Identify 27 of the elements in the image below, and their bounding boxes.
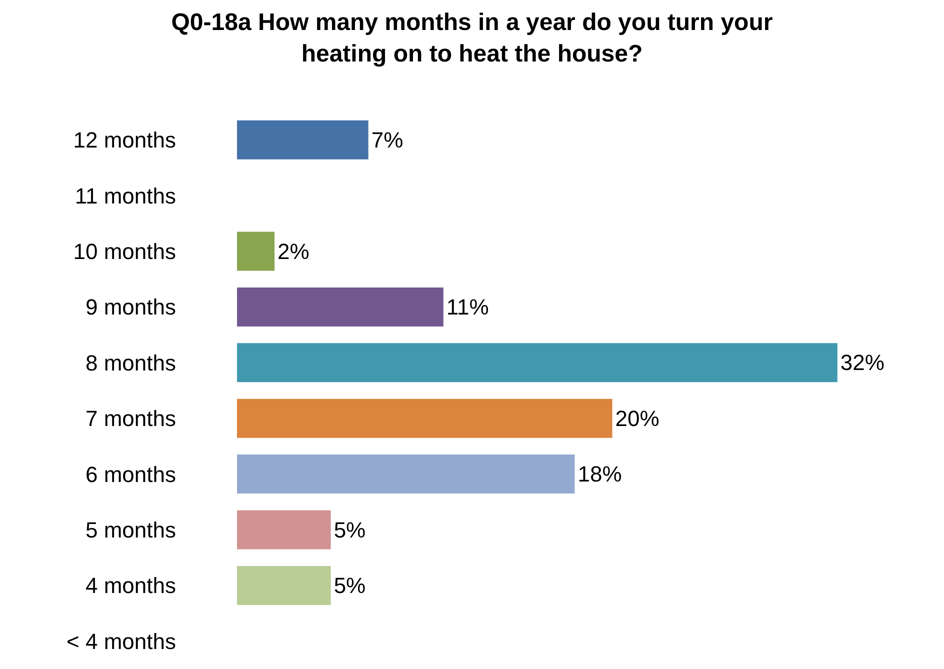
bar [237, 287, 444, 326]
y-tick-label: 12 months [73, 128, 176, 153]
y-tick-label: 9 months [86, 294, 176, 320]
chart-title: Q0-18a How many months in a year do you turn your heating on to heat the house? [171, 9, 773, 68]
bar [237, 232, 275, 271]
bar [237, 120, 368, 160]
bar [237, 398, 612, 438]
y-tick-label: 5 months [86, 517, 176, 542]
y-tick-label: 7 months [86, 406, 176, 432]
bar [237, 510, 331, 550]
y-tick-label: 6 months [86, 462, 176, 487]
y-tick-label: < 4 months [66, 628, 176, 654]
bar [237, 454, 575, 494]
y-tick-label: 10 months [73, 238, 176, 264]
data-label: 11% [446, 294, 489, 320]
data-label: 7% [371, 127, 404, 152]
data-label: 18% [578, 462, 622, 487]
y-tick-label: 11 months [74, 183, 176, 208]
data-label: 32% [840, 350, 884, 376]
bar [237, 566, 331, 605]
data-label: 20% [615, 406, 660, 431]
y-tick-label: 8 months [86, 350, 176, 376]
y-tick-label: 4 months [86, 573, 176, 598]
bar [237, 343, 838, 382]
data-label: 5% [334, 572, 366, 598]
data-label: 2% [278, 238, 310, 264]
data-label: 5% [334, 517, 366, 542]
